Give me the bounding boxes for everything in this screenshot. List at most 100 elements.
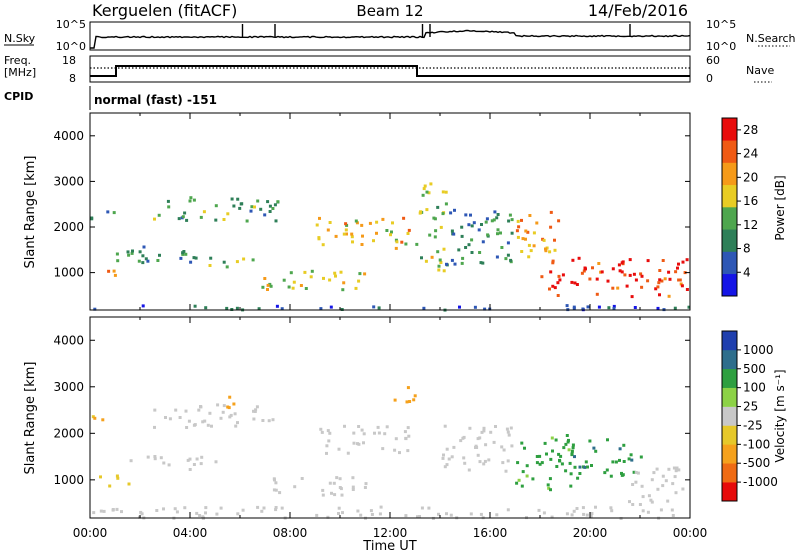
velocity-cell xyxy=(571,443,575,447)
velocity-cell xyxy=(219,416,223,420)
velocity-cell xyxy=(241,508,245,512)
power-cell xyxy=(597,305,601,309)
power-cell xyxy=(481,240,485,244)
velocity-cell xyxy=(351,476,355,480)
power-cell xyxy=(544,247,547,251)
power-cell xyxy=(275,304,279,308)
power-cell xyxy=(677,278,681,282)
power-cell xyxy=(93,307,97,311)
velocity-cell xyxy=(614,460,618,464)
velocity-cell xyxy=(582,512,586,516)
power-cell xyxy=(634,278,638,282)
velocity-cell xyxy=(403,430,407,434)
velocity-cell xyxy=(547,486,551,490)
velocity-cell xyxy=(173,507,177,511)
velocity-cell xyxy=(328,481,332,485)
velocity-cell xyxy=(261,419,265,422)
power-cell xyxy=(452,232,456,236)
velocity-cell xyxy=(337,506,341,510)
power-cell xyxy=(192,256,196,260)
power-cell xyxy=(528,214,532,217)
power-cell xyxy=(467,223,471,227)
power-cell xyxy=(177,217,181,221)
velocity-cell xyxy=(594,505,597,509)
power-cell xyxy=(477,228,481,232)
velocity-cell xyxy=(379,505,383,509)
power-cell xyxy=(660,279,664,283)
time-tick-label: 00:00 xyxy=(673,526,708,540)
velocity-cell xyxy=(406,386,410,390)
power-cell xyxy=(268,282,272,286)
power-cell xyxy=(687,305,691,309)
velocity-cell xyxy=(406,426,410,430)
velocity-cell xyxy=(319,427,323,431)
noise-right-tick-bottom: 10^0 xyxy=(706,40,736,53)
velocity-cell xyxy=(192,463,196,466)
velocity-cell xyxy=(255,405,259,409)
velocity-cell xyxy=(639,455,643,459)
velocity-cell xyxy=(603,471,607,475)
velocity-cell xyxy=(208,411,212,415)
velocity-cell xyxy=(427,506,431,510)
power-cell xyxy=(287,285,291,289)
power-cell xyxy=(185,218,189,222)
power-cell xyxy=(263,213,267,217)
velocity-cell xyxy=(262,506,266,510)
velocity-cell xyxy=(153,457,157,461)
power-cell xyxy=(304,287,308,290)
velocity-cell xyxy=(489,430,493,434)
velocity-cell xyxy=(540,461,544,465)
velocity-cell xyxy=(562,446,566,450)
velocity-cell xyxy=(570,452,574,456)
velocity-cell xyxy=(510,444,514,448)
velocity-cell xyxy=(228,395,232,399)
power-cell xyxy=(529,249,533,253)
velocity-ytick-label: 1000 xyxy=(53,473,84,487)
velocity-cell xyxy=(609,506,613,510)
power-cell xyxy=(273,203,277,207)
power-cell xyxy=(558,278,562,282)
power-cell xyxy=(282,278,286,282)
velocity-cell xyxy=(462,456,466,460)
power-cell xyxy=(390,230,393,234)
velocity-cell xyxy=(359,513,363,517)
velocity-cell xyxy=(478,460,482,464)
velocity-cell xyxy=(234,424,238,428)
velocity-cell xyxy=(463,461,467,465)
freq-right-tick-top: 60 xyxy=(706,54,720,67)
velocity-cell xyxy=(346,451,350,455)
power-cell xyxy=(358,272,362,276)
power-cell xyxy=(266,283,270,287)
power-cell xyxy=(457,248,461,252)
power-cell xyxy=(623,273,627,277)
power-cell xyxy=(679,282,683,286)
velocity-colorbar-tick-label: -100 xyxy=(743,437,770,451)
velocity-cell xyxy=(476,437,480,441)
velocity-cell xyxy=(673,475,677,479)
velocity-cell xyxy=(356,509,360,513)
power-cell xyxy=(441,212,445,216)
power-cell xyxy=(363,272,367,276)
power-cell xyxy=(319,307,323,311)
velocity-cell xyxy=(573,455,576,459)
velocity-cell xyxy=(566,440,570,444)
velocity-cell xyxy=(538,454,542,458)
velocity-cell xyxy=(492,440,496,444)
velocity-cell xyxy=(475,446,479,449)
power-colorbar-swatch xyxy=(722,207,737,230)
velocity-colorbar-swatch xyxy=(722,349,737,370)
power-cell xyxy=(490,219,494,223)
power-cell xyxy=(437,264,441,268)
velocity-cell xyxy=(338,477,342,481)
power-cell xyxy=(611,286,615,290)
nave-label: Nave xyxy=(746,64,774,77)
velocity-cell xyxy=(535,461,539,465)
power-cell xyxy=(611,267,615,271)
velocity-cell xyxy=(537,508,541,512)
power-cell xyxy=(667,294,671,298)
power-cell xyxy=(441,190,445,194)
cpid-label: CPID xyxy=(4,90,33,103)
velocity-cell xyxy=(482,429,486,433)
velocity-colorbar-tick-label: 500 xyxy=(743,362,766,376)
